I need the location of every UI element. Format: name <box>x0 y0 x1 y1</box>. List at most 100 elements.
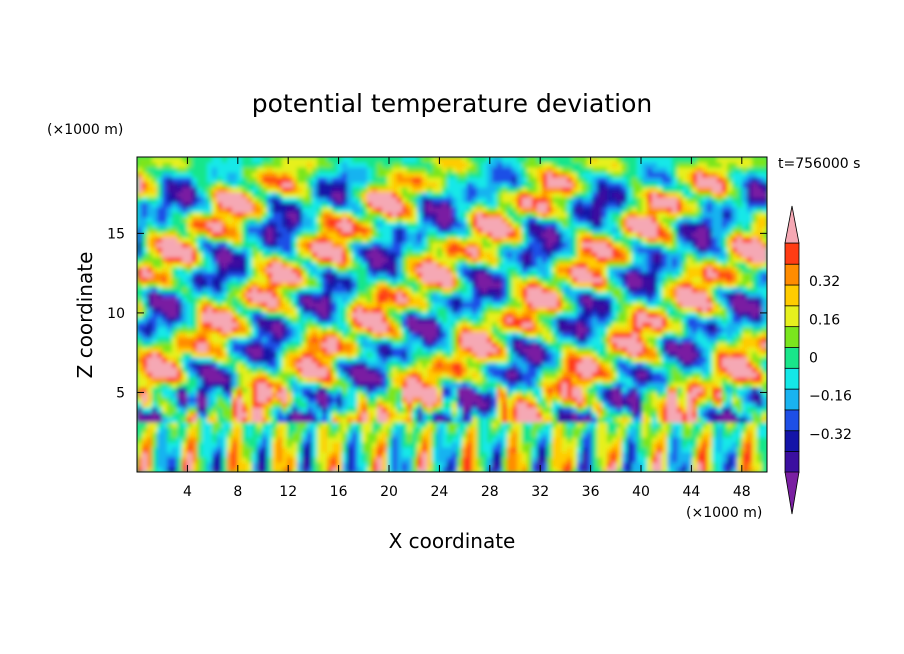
heatmap-cell <box>172 332 178 338</box>
heatmap-cell <box>202 347 208 353</box>
heatmap-cell <box>262 252 268 258</box>
heatmap-cell <box>157 327 163 333</box>
heatmap-cell <box>472 192 478 198</box>
heatmap-cell <box>412 257 418 263</box>
heatmap-cell <box>177 302 183 308</box>
heatmap-cell <box>482 167 488 173</box>
heatmap-cell <box>217 172 223 178</box>
heatmap-cell <box>197 247 203 253</box>
heatmap-cell <box>277 372 283 378</box>
heatmap-cell <box>212 387 218 393</box>
heatmap-cell <box>432 342 438 348</box>
heatmap-cell <box>367 367 373 373</box>
heatmap-cell <box>312 252 318 258</box>
heatmap-cell <box>397 372 403 378</box>
heatmap-cell <box>317 442 323 448</box>
heatmap-cell <box>387 237 393 243</box>
heatmap-cell <box>412 347 418 353</box>
heatmap-cell <box>292 372 298 378</box>
heatmap-cell <box>352 232 358 238</box>
heatmap-cell <box>492 392 498 398</box>
heatmap-cell <box>427 402 433 408</box>
heatmap-cell <box>152 347 158 353</box>
heatmap-cell <box>232 307 238 313</box>
heatmap-cell <box>347 312 353 318</box>
heatmap-cell <box>227 462 233 468</box>
heatmap-cell <box>222 442 228 448</box>
heatmap-cell <box>142 242 148 248</box>
heatmap-cell <box>302 407 308 413</box>
heatmap-cell <box>157 212 163 218</box>
heatmap-cell <box>492 192 498 198</box>
heatmap-cell <box>232 172 238 178</box>
heatmap-cell <box>522 312 528 318</box>
heatmap-cell <box>237 307 243 313</box>
heatmap-cell <box>307 437 313 443</box>
heatmap-cell <box>187 302 193 308</box>
heatmap-cell <box>497 462 503 468</box>
heatmap-cell <box>212 187 218 193</box>
heatmap-cell <box>387 452 393 458</box>
heatmap-cell <box>387 177 393 183</box>
heatmap-cell <box>487 302 493 308</box>
heatmap-cell <box>297 202 303 208</box>
heatmap-cell <box>422 322 428 328</box>
heatmap-cell <box>277 267 283 273</box>
heatmap-cell <box>217 247 223 253</box>
heatmap-cell <box>457 317 463 323</box>
heatmap-cell <box>352 447 358 453</box>
heatmap-cell <box>407 317 413 323</box>
heatmap-cell <box>267 197 273 203</box>
heatmap-cell <box>377 172 383 178</box>
heatmap-cell <box>277 362 283 368</box>
heatmap-cell <box>212 267 218 273</box>
heatmap-cell <box>362 332 368 338</box>
heatmap-cell <box>302 412 308 418</box>
heatmap-cell <box>402 327 408 333</box>
heatmap-cell <box>467 442 473 448</box>
heatmap-cell <box>162 217 168 223</box>
heatmap-cell <box>147 452 153 458</box>
heatmap-cell <box>442 392 448 398</box>
heatmap-cell <box>232 462 238 468</box>
heatmap-cell <box>162 407 168 413</box>
heatmap-cell <box>472 227 478 233</box>
heatmap-cell <box>147 242 153 248</box>
heatmap-cell <box>507 227 513 233</box>
heatmap-cell <box>157 177 163 183</box>
heatmap-cell <box>437 317 443 323</box>
heatmap-cell <box>222 242 228 248</box>
heatmap-cell <box>522 292 528 298</box>
heatmap-cell <box>207 387 213 393</box>
heatmap-cell <box>497 227 503 233</box>
heatmap-cell <box>452 392 458 398</box>
heatmap-cell <box>152 352 158 358</box>
heatmap-cell <box>332 172 338 178</box>
heatmap-cell <box>497 432 503 438</box>
heatmap-cell <box>287 332 293 338</box>
heatmap-cell <box>192 382 198 388</box>
heatmap-cell <box>162 452 168 458</box>
heatmap-cell <box>337 352 343 358</box>
heatmap-cell <box>452 202 458 208</box>
heatmap-cell <box>217 177 223 183</box>
heatmap-cell <box>332 257 338 263</box>
heatmap-cell <box>232 387 238 393</box>
heatmap-cell <box>187 427 193 433</box>
heatmap-cell <box>272 362 278 368</box>
heatmap-cell <box>327 192 333 198</box>
heatmap-cell <box>402 332 408 338</box>
heatmap-cell <box>342 222 348 228</box>
heatmap-cell <box>177 212 183 218</box>
heatmap-cell <box>172 187 178 193</box>
heatmap-cell <box>192 387 198 393</box>
heatmap-cell <box>317 362 323 368</box>
heatmap-cell <box>442 177 448 183</box>
heatmap-cell <box>372 162 378 168</box>
heatmap-cell <box>297 397 303 403</box>
heatmap-cell <box>247 422 253 428</box>
heatmap-cell <box>277 332 283 338</box>
heatmap-cell <box>202 432 208 438</box>
heatmap-cell <box>502 407 508 413</box>
heatmap-cell <box>167 302 173 308</box>
